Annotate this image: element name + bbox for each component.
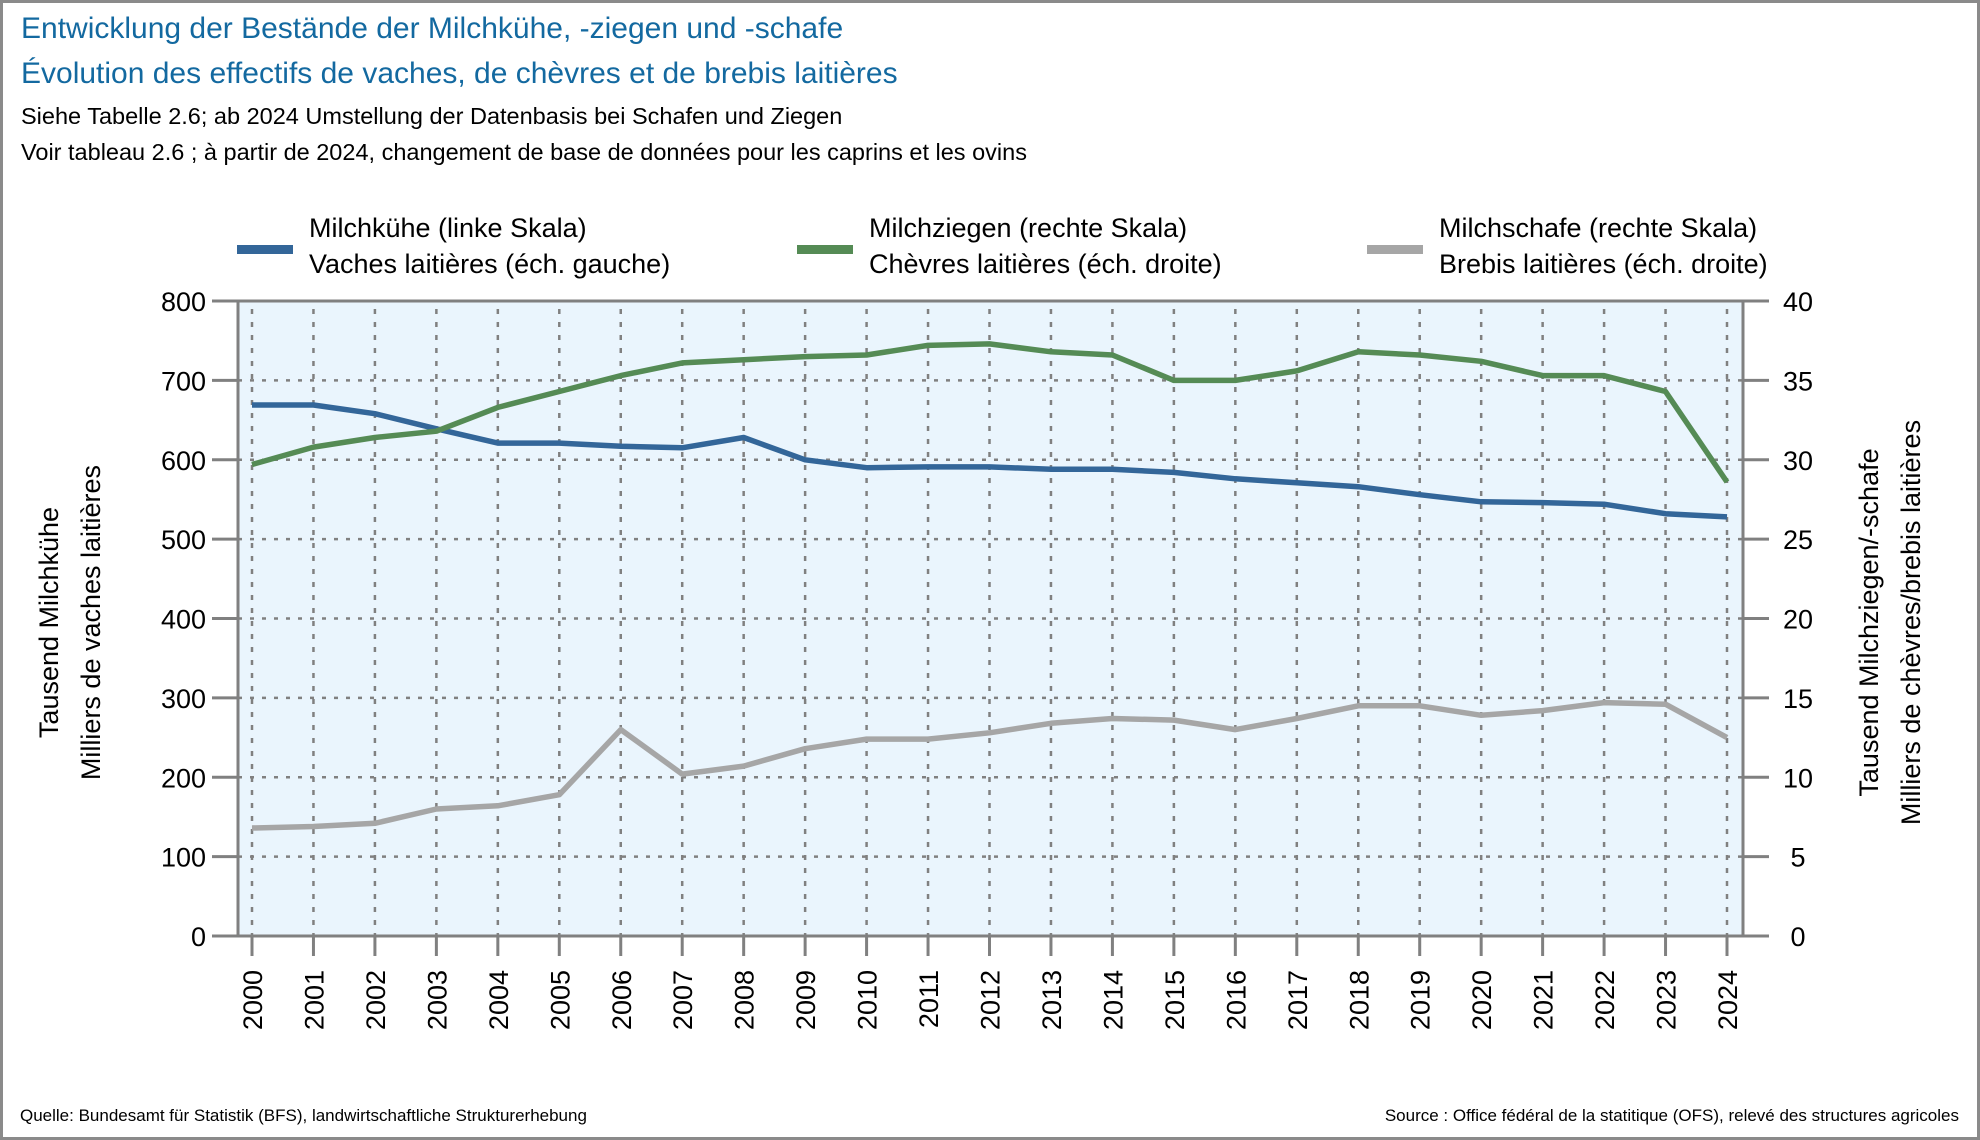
- left-axis-tick-label: 0: [191, 922, 206, 952]
- legend-label-cows: Milchkühe (linke Skala) Vaches laitières…: [309, 210, 670, 282]
- x-axis-tick-label: 2001: [299, 970, 329, 1030]
- legend-label-goats-fr: Chèvres laitières (éch. droite): [869, 249, 1222, 279]
- right-axis-title-fr: Milliers de chèvres/brebis laitières: [1896, 420, 1926, 825]
- source-note-fr: Source : Office fédéral de la statitique…: [1384, 1106, 1959, 1125]
- x-axis-tick-label: 2023: [1652, 970, 1682, 1030]
- legend-swatch-goats: [797, 245, 853, 254]
- x-axis-tick-label: 2005: [545, 970, 575, 1030]
- x-axis-tick-label: 2008: [730, 970, 760, 1030]
- left-axis-tick-label: 200: [161, 763, 206, 793]
- right-axis-title-de: Tausend Milchziegen/-schafe: [1854, 448, 1884, 796]
- x-axis-tick-label: 2017: [1283, 970, 1313, 1030]
- x-axis-tick-label: 2018: [1344, 970, 1374, 1030]
- x-axis-tick-label: 2007: [668, 970, 698, 1030]
- series-line-goats: [251, 341, 1730, 484]
- left-axis-tick-label: 700: [161, 366, 206, 396]
- right-axis-tick-label: 30: [1783, 446, 1813, 476]
- right-axis-tick-label: 25: [1783, 525, 1813, 555]
- x-axis-tick-label: 2010: [853, 970, 883, 1030]
- legend-label-sheep: Milchschafe (rechte Skala) Brebis laitiè…: [1439, 210, 1768, 282]
- series-line-sheep: [251, 699, 1729, 831]
- x-axis-tick-label: 2011: [914, 970, 944, 1028]
- x-axis-tick-label: 2024: [1713, 970, 1743, 1030]
- chart-subtitle-fr: Voir tableau 2.6 ; à partir de 2024, cha…: [21, 139, 1027, 165]
- right-axis-tick-label: 20: [1783, 605, 1813, 635]
- x-axis-tick-label: 2019: [1406, 970, 1436, 1030]
- x-axis-tick-label: 2002: [361, 970, 391, 1030]
- right-axis-tick-label: 10: [1783, 763, 1813, 793]
- source-note-de: Quelle: Bundesamt für Statistik (BFS), l…: [20, 1106, 587, 1125]
- x-axis-tick-label: 2014: [1098, 970, 1128, 1030]
- legend-label-sheep-fr: Brebis laitières (éch. droite): [1439, 249, 1768, 279]
- chart-subtitle-de: Siehe Tabelle 2.6; ab 2024 Umstellung de…: [21, 103, 843, 129]
- x-axis-tick-label: 2004: [484, 970, 514, 1030]
- x-axis-tick-label: 2020: [1467, 970, 1497, 1030]
- legend-swatch-cows: [237, 245, 293, 254]
- x-axis-tick-label: 2015: [1160, 970, 1190, 1030]
- legend-label-cows-de: Milchkühe (linke Skala): [309, 213, 587, 243]
- left-axis-title-fr: Milliers de vaches laitières: [76, 465, 106, 780]
- left-axis-tick-label: 300: [161, 684, 206, 714]
- plot-area: [238, 301, 1743, 936]
- x-axis-tick-label: 2016: [1221, 970, 1251, 1030]
- left-axis-tick-label: 600: [161, 446, 206, 476]
- left-axis-tick-label: 100: [161, 843, 206, 873]
- chart-title-de: Entwicklung der Bestände der Milchkühe, …: [21, 12, 844, 45]
- legend-label-cows-fr: Vaches laitières (éch. gauche): [309, 249, 671, 279]
- legend-swatch-sheep: [1367, 245, 1423, 254]
- x-axis-tick-label: 2021: [1529, 970, 1559, 1030]
- left-axis-title-de: Tausend Milchkühe: [34, 507, 64, 738]
- right-axis-tick-label: 35: [1783, 366, 1813, 396]
- left-axis-tick-label: 400: [161, 605, 206, 635]
- legend-label-goats-de: Milchziegen (rechte Skala): [869, 213, 1188, 243]
- x-axis-tick-label: 2022: [1590, 970, 1620, 1030]
- x-axis-tick-label: 2009: [791, 970, 821, 1030]
- x-axis-tick-label: 2000: [238, 970, 268, 1030]
- x-axis-tick-label: 2013: [1037, 970, 1067, 1030]
- legend-label-goats: Milchziegen (rechte Skala) Chèvres laiti…: [869, 210, 1222, 282]
- chart-title-fr: Évolution des effectifs de vaches, de ch…: [21, 57, 898, 90]
- x-axis-tick-label: 2003: [422, 970, 452, 1030]
- x-axis-tick-label: 2012: [976, 970, 1006, 1030]
- legend-label-sheep-de: Milchschafe (rechte Skala): [1439, 213, 1758, 243]
- left-axis-tick-label: 500: [161, 525, 206, 555]
- right-axis-tick-label: 5: [1790, 843, 1805, 873]
- x-axis-tick-label: 2006: [607, 970, 637, 1030]
- right-axis-tick-label: 40: [1783, 287, 1813, 317]
- right-axis-tick-label: 15: [1783, 684, 1813, 714]
- right-axis-tick-label: 0: [1790, 922, 1805, 952]
- left-axis-tick-label: 800: [161, 287, 206, 317]
- series-line-cows: [252, 402, 1728, 520]
